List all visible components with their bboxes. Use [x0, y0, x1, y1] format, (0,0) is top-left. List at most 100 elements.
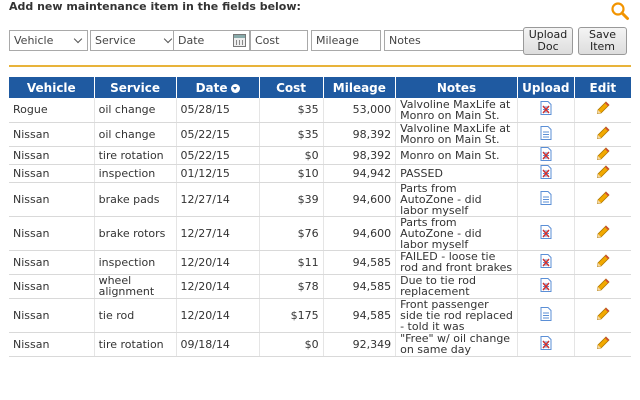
doc-deleted-icon[interactable]	[540, 224, 552, 239]
cell-date-text: 01/12/15	[180, 166, 230, 180]
table-row: Nissan tie rod 12/20/14 $175 94,585 Front pas…	[9, 298, 631, 333]
cell-notes: Valvoline MaxLife at Monro on Main St.	[395, 122, 518, 147]
cell-notes: Due to tie rod replacement	[395, 274, 518, 299]
pencil-icon[interactable]	[596, 164, 610, 179]
cell-vehicle: Nissan	[9, 216, 95, 251]
table-row: Rogue oil change 05/28/15 $35 53,000 Valvolin…	[9, 98, 631, 123]
cell-date: 05/22/15	[176, 122, 260, 147]
cell-cost-text: $39	[297, 192, 319, 206]
col-header-service[interactable]: Service	[94, 77, 177, 98]
cell-date-text: 09/18/14	[180, 337, 230, 351]
col-header-edit: Edit	[574, 77, 631, 98]
doc-deleted-icon[interactable]	[540, 101, 552, 116]
col-header-vehicle[interactable]: Vehicle	[9, 77, 95, 98]
cell-service: oil change	[94, 98, 177, 123]
cell-service-text: brake rotors	[98, 226, 166, 240]
cell-date: 12/20/14	[176, 298, 260, 333]
table-row: Nissan oil change 05/22/15 $35 98,392 Valvoli…	[9, 122, 631, 147]
cost-placeholder: Cost	[255, 34, 280, 47]
search-icon[interactable]	[610, 1, 630, 21]
cell-mileage-text: 98,392	[352, 127, 392, 141]
doc-icon[interactable]	[540, 125, 552, 140]
cell-edit	[574, 122, 631, 147]
cell-date: 01/12/15	[176, 164, 260, 183]
cell-cost-text: $0	[304, 337, 319, 351]
cell-mileage: 92,349	[323, 332, 397, 357]
doc-deleted-icon[interactable]	[540, 146, 552, 161]
calendar-icon[interactable]	[233, 34, 246, 47]
mileage-field[interactable]: Mileage	[311, 30, 381, 51]
cell-notes: Parts from AutoZone - did labor myself	[395, 182, 518, 217]
cell-mileage: 53,000	[323, 98, 397, 123]
pencil-icon[interactable]	[596, 277, 610, 292]
cell-service-text: brake pads	[98, 192, 160, 206]
vehicle-select[interactable]: Vehicle	[9, 30, 88, 51]
col-header-mileage[interactable]: Mileage	[323, 77, 397, 98]
cell-upload	[517, 146, 575, 165]
cell-cost-text: $0	[304, 148, 319, 162]
cell-mileage-text: 94,585	[352, 308, 392, 322]
cell-date-text: 05/22/15	[180, 127, 230, 141]
pencil-icon[interactable]	[596, 306, 610, 321]
cell-notes: Valvoline MaxLife at Monro on Main St.	[395, 98, 518, 123]
doc-deleted-icon[interactable]	[540, 164, 552, 179]
cell-mileage: 98,392	[323, 146, 397, 165]
col-header-cost[interactable]: Cost	[259, 77, 324, 98]
cell-vehicle-text: Nissan	[13, 255, 50, 269]
cell-edit	[574, 146, 631, 165]
doc-deleted-icon[interactable]	[540, 253, 552, 268]
save-label-line2: Item	[589, 40, 616, 53]
cell-mileage: 94,585	[323, 250, 397, 275]
cell-service: tire rotation	[94, 146, 177, 165]
cell-date: 05/22/15	[176, 146, 260, 165]
cost-field[interactable]: Cost	[250, 30, 308, 51]
cell-vehicle-text: Nissan	[13, 279, 50, 293]
cell-notes: PASSED	[395, 164, 518, 183]
cell-upload	[517, 332, 575, 357]
col-header-notes[interactable]: Notes	[395, 77, 518, 98]
cell-vehicle: Nissan	[9, 164, 95, 183]
cell-cost-text: $78	[297, 279, 319, 293]
upload-doc-button[interactable]: Upload Doc	[523, 27, 573, 55]
cell-mileage-text: 98,392	[352, 148, 392, 162]
cell-service-text: tire rotation	[98, 337, 164, 351]
doc-deleted-icon[interactable]	[540, 277, 552, 292]
cell-vehicle-text: Nissan	[13, 166, 50, 180]
cell-notes: Monro on Main St.	[395, 146, 518, 165]
cell-upload	[517, 216, 575, 251]
cell-cost-text: $11	[297, 255, 319, 269]
service-select[interactable]: Service	[90, 30, 178, 51]
save-item-button[interactable]: Save Item	[578, 27, 627, 55]
pencil-icon[interactable]	[596, 335, 610, 350]
col-header-date[interactable]: Date	[176, 77, 260, 98]
table-row: Nissan brake rotors 12/27/14 $76 94,600 Parts…	[9, 216, 631, 251]
cell-edit	[574, 274, 631, 299]
pencil-icon[interactable]	[596, 190, 610, 205]
doc-deleted-icon[interactable]	[540, 335, 552, 350]
cell-edit	[574, 216, 631, 251]
cell-mileage-text: 94,585	[352, 279, 392, 293]
cell-service-text: tire rotation	[98, 148, 164, 162]
maintenance-table: Vehicle Service Date Cost Mileage Notes …	[9, 77, 631, 357]
upload-label-line1: Upload	[528, 28, 568, 41]
cell-notes: FAILED - loose tie rod and front brakes	[395, 250, 518, 275]
doc-icon[interactable]	[540, 306, 552, 321]
cell-vehicle: Nissan	[9, 122, 95, 147]
pencil-icon[interactable]	[596, 125, 610, 140]
cell-upload	[517, 274, 575, 299]
pencil-icon[interactable]	[596, 224, 610, 239]
table-row: Nissan tire rotation 05/22/15 $0 98,392 Monro…	[9, 146, 631, 165]
doc-icon[interactable]	[540, 190, 552, 205]
page-title: Add new maintenance item in the fields b…	[9, 0, 301, 13]
notes-field[interactable]: Notes	[384, 30, 530, 51]
cell-date-text: 12/20/14	[180, 255, 230, 269]
cell-notes-text: Front passenger side tie rod replaced - …	[400, 298, 513, 332]
cell-mileage-text: 92,349	[352, 337, 392, 351]
date-field[interactable]: Date	[173, 30, 250, 51]
pencil-icon[interactable]	[596, 146, 610, 161]
cell-edit	[574, 182, 631, 217]
cell-notes-text: Monro on Main St.	[400, 148, 500, 162]
pencil-icon[interactable]	[596, 253, 610, 268]
cell-service-text: inspection	[98, 255, 156, 269]
pencil-icon[interactable]	[596, 101, 610, 115]
